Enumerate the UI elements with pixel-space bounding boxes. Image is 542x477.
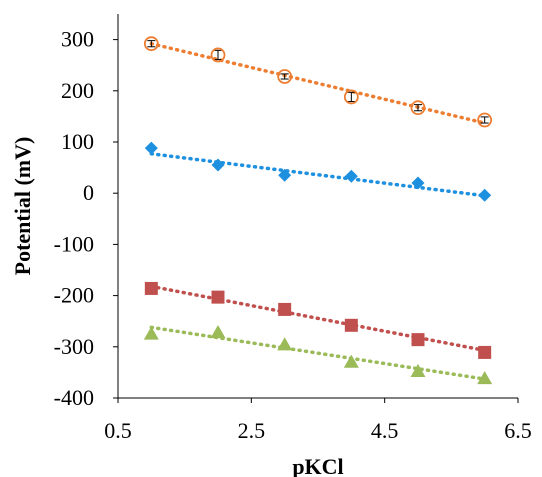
data-point-series-3 bbox=[411, 333, 425, 347]
data-point-series-2 bbox=[344, 169, 358, 183]
data-point-series-4 bbox=[410, 363, 426, 378]
y-tick-label: 0 bbox=[83, 180, 94, 205]
y-tick-label: -100 bbox=[54, 231, 94, 256]
x-tick-label: 4.5 bbox=[371, 418, 399, 443]
data-point-series-1 bbox=[143, 36, 159, 52]
y-tick-label: 100 bbox=[61, 129, 94, 154]
data-point-series-1 bbox=[410, 100, 426, 116]
data-point-series-4 bbox=[343, 354, 359, 368]
data-point-series-4 bbox=[477, 371, 493, 385]
x-tick-label: 6.5 bbox=[504, 418, 532, 443]
data-point-series-1 bbox=[477, 112, 493, 128]
x-tick-label: 0.5 bbox=[104, 418, 132, 443]
data-point-series-2 bbox=[278, 168, 292, 182]
data-point-series-3 bbox=[278, 302, 292, 316]
y-tick-label: -400 bbox=[54, 385, 94, 410]
data-point-series-4 bbox=[277, 337, 293, 351]
trendline-series-2 bbox=[149, 152, 487, 198]
x-tick-label: 2.5 bbox=[238, 418, 266, 443]
axes bbox=[117, 14, 518, 399]
y-tick-labels: 300 200 100 0 -100 -200 -300 -400 bbox=[54, 27, 118, 410]
y-tick-label: 200 bbox=[61, 78, 94, 103]
data-point-series-1 bbox=[277, 69, 293, 84]
data-point-series-4 bbox=[143, 326, 159, 340]
data-point-series-3 bbox=[144, 281, 158, 295]
y-axis-title: Potential (mV) bbox=[10, 137, 35, 276]
data-point-series-1 bbox=[210, 47, 226, 63]
trendlines bbox=[149, 41, 487, 381]
data-point-series-2 bbox=[411, 176, 425, 190]
data-markers bbox=[143, 36, 493, 385]
data-point-series-2 bbox=[478, 188, 492, 202]
data-point-series-2 bbox=[144, 141, 158, 155]
y-tick-label: -300 bbox=[54, 334, 94, 359]
data-point-series-3 bbox=[344, 318, 358, 332]
data-point-series-3 bbox=[211, 290, 225, 304]
data-point-series-4 bbox=[210, 324, 226, 339]
x-tick-labels: 0.5 2.5 4.5 6.5 bbox=[104, 398, 532, 443]
trendline-series-4 bbox=[149, 325, 487, 381]
data-point-series-1 bbox=[343, 89, 359, 105]
trendline-series-1 bbox=[149, 41, 487, 125]
y-tick-label: 300 bbox=[61, 27, 94, 52]
data-point-series-3 bbox=[478, 345, 492, 359]
data-point-series-2 bbox=[211, 158, 225, 172]
trendline-series-3 bbox=[149, 284, 487, 353]
y-tick-label: -200 bbox=[54, 283, 94, 308]
x-axis-title: pKCl bbox=[292, 454, 343, 477]
